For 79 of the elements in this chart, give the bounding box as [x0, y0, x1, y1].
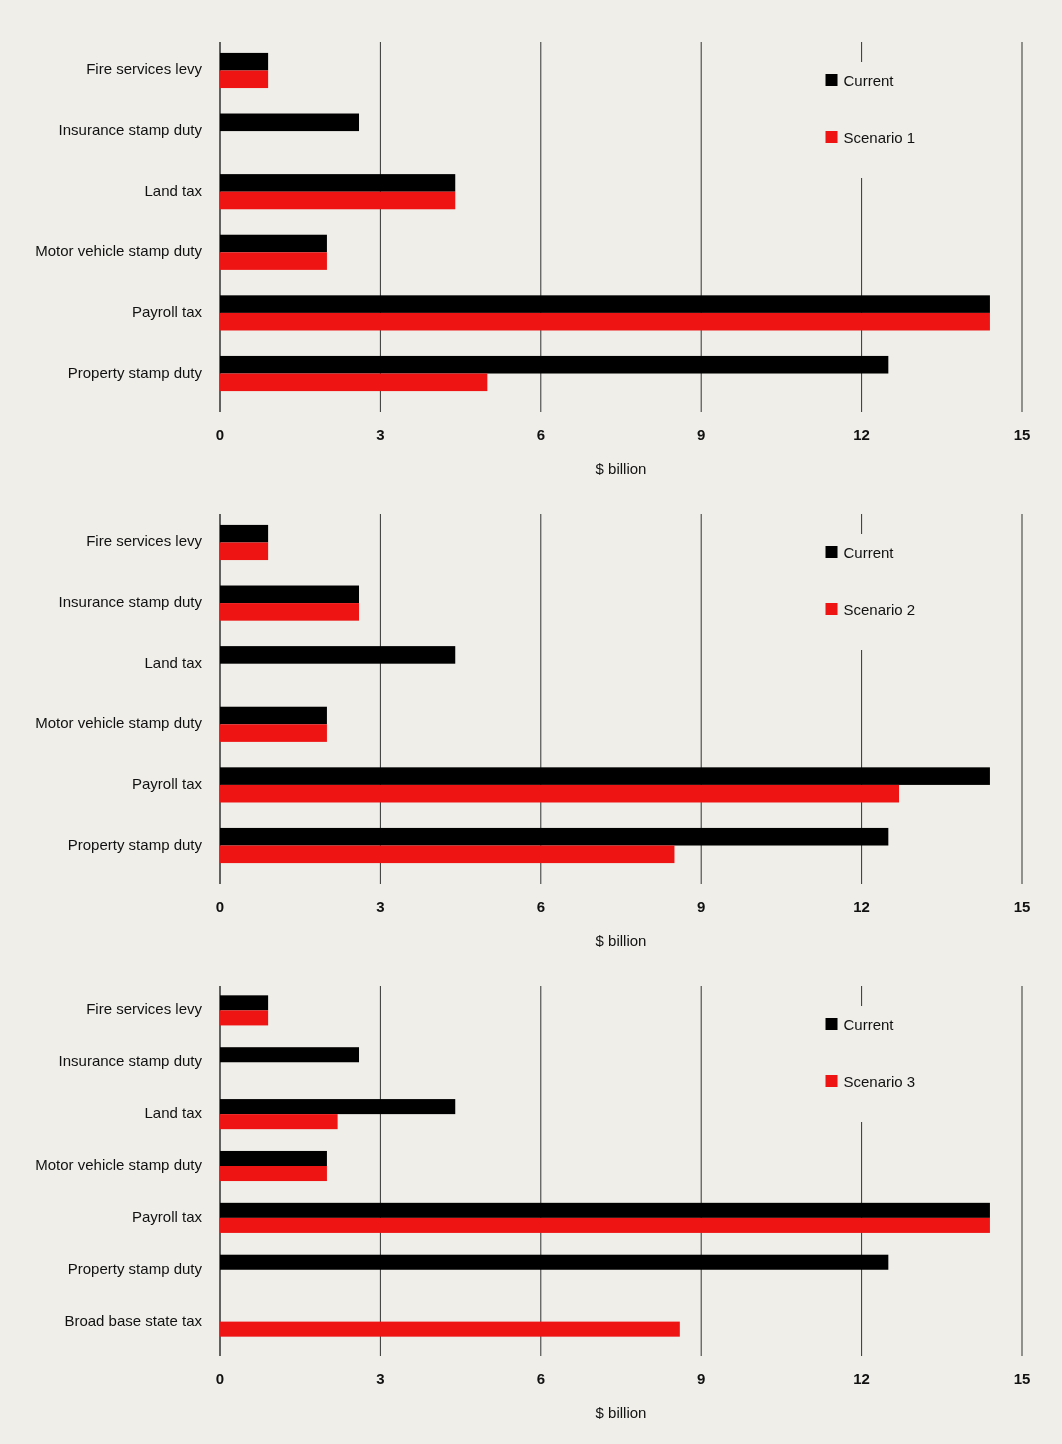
legend-label: Scenario 2	[843, 601, 916, 618]
bar	[220, 191, 456, 210]
y-tick-label: Fire services levy	[86, 532, 203, 550]
bar	[220, 542, 269, 561]
x-tick-label: 6	[536, 1370, 545, 1387]
y-tick-label: Payroll tax	[131, 774, 203, 792]
bar	[220, 1047, 360, 1063]
y-tick-label: Motor vehicle stamp duty	[35, 242, 203, 260]
y-tick-label: Land tax	[144, 1104, 203, 1122]
bar	[220, 70, 269, 89]
x-tick-label: 15	[1013, 426, 1031, 443]
x-tick-label: 12	[853, 1370, 870, 1387]
x-axis-title: $ billion	[595, 932, 647, 949]
x-tick-label: 0	[215, 1370, 225, 1387]
bar	[220, 52, 269, 71]
legend-label: Current	[843, 1016, 895, 1033]
y-tick-label: Insurance stamp duty	[58, 121, 203, 139]
bar	[220, 603, 360, 621]
bar	[220, 312, 990, 331]
bar	[220, 252, 327, 270]
y-tick-label: Motor vehicle stamp duty	[35, 714, 203, 732]
x-axis-title: $ billion	[595, 1404, 647, 1421]
bar	[220, 174, 456, 192]
bar	[220, 1099, 456, 1115]
x-tick-label: 15	[1013, 1370, 1031, 1387]
bar	[220, 1114, 338, 1130]
y-tick-label: Fire services levy	[86, 1000, 203, 1018]
bar	[220, 1010, 269, 1026]
legend-label: Current	[843, 544, 895, 561]
y-tick-label: Fire services levy	[86, 60, 203, 78]
bar	[220, 995, 269, 1011]
x-tick-label: 3	[376, 898, 385, 915]
bar	[220, 524, 269, 543]
x-tick-label: 0	[215, 898, 225, 915]
x-tick-label: 9	[697, 898, 706, 915]
bar	[220, 1202, 990, 1218]
x-tick-label: 0	[215, 426, 225, 443]
y-tick-label: Land tax	[144, 653, 203, 671]
y-tick-label: Payroll tax	[131, 302, 203, 320]
bar	[220, 1321, 680, 1337]
bar	[220, 295, 990, 313]
bar	[220, 113, 360, 132]
bar	[220, 784, 900, 803]
bar	[220, 585, 360, 604]
legend-label: Scenario 1	[843, 129, 916, 146]
y-tick-label: Motor vehicle stamp duty	[35, 1155, 203, 1173]
legend-label: Current	[843, 72, 895, 89]
x-tick-label: 12	[853, 426, 870, 443]
y-tick-label: Land tax	[144, 181, 203, 199]
x-axis-title: $ billion	[595, 460, 647, 477]
bar	[220, 767, 990, 785]
x-tick-label: 9	[697, 1370, 706, 1387]
x-tick-label: 3	[376, 1370, 385, 1387]
x-tick-label: 15	[1013, 898, 1031, 915]
bar	[220, 355, 889, 374]
bar	[220, 827, 889, 846]
bar	[220, 1217, 990, 1233]
bar	[220, 234, 327, 253]
x-tick-label: 6	[536, 426, 545, 443]
bar	[220, 1254, 889, 1270]
x-tick-label: 12	[853, 898, 870, 915]
x-tick-label: 6	[536, 898, 545, 915]
y-tick-label: Insurance stamp duty	[58, 1052, 203, 1070]
y-tick-label: Broad base state tax	[64, 1311, 203, 1329]
y-tick-label: Property stamp duty	[67, 835, 203, 853]
bar	[220, 706, 327, 725]
y-tick-label: Insurance stamp duty	[58, 593, 203, 611]
bar	[220, 1150, 327, 1166]
y-tick-label: Payroll tax	[131, 1207, 203, 1225]
bar	[220, 1166, 327, 1182]
y-tick-label: Property stamp duty	[67, 1259, 203, 1277]
bar	[220, 724, 327, 742]
x-tick-label: 9	[697, 426, 706, 443]
x-tick-label: 3	[376, 426, 385, 443]
bar	[220, 646, 456, 664]
y-tick-label: Property stamp duty	[67, 363, 203, 381]
bar	[220, 373, 488, 392]
legend-label: Scenario 3	[843, 1073, 916, 1090]
bar	[220, 845, 675, 864]
